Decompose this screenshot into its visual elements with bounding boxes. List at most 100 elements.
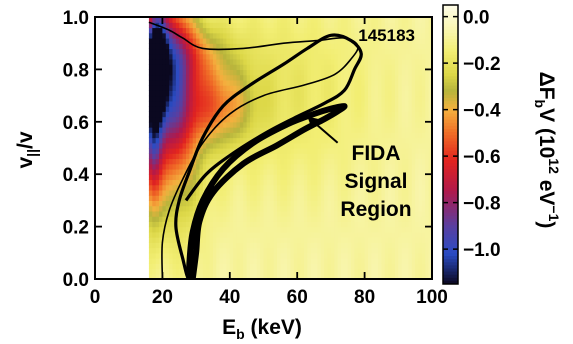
heatmap-cell <box>354 258 359 264</box>
heatmap-cell <box>185 153 190 160</box>
heatmap-cell <box>327 210 332 217</box>
heatmap-cell <box>411 116 416 123</box>
heatmap-cell <box>290 90 295 97</box>
heatmap-cell <box>155 132 160 139</box>
heatmap-cell <box>405 142 410 149</box>
heatmap-cell <box>344 137 349 144</box>
heatmap-cell <box>280 226 285 233</box>
heatmap-cell <box>293 106 298 112</box>
heatmap-cell <box>189 195 194 201</box>
heatmap-cell <box>152 174 157 181</box>
heatmap-cell <box>266 85 271 91</box>
heatmap-cell <box>253 268 258 275</box>
heatmap-cell <box>351 106 356 112</box>
heatmap-cell <box>347 69 352 76</box>
heatmap-cell <box>165 74 170 81</box>
heatmap-cell <box>172 32 177 39</box>
colorbar-cell <box>443 60 458 65</box>
heatmap-cell <box>324 137 329 144</box>
heatmap-cell <box>310 168 315 175</box>
heatmap-cell <box>324 142 329 149</box>
heatmap-cell <box>236 221 241 228</box>
heatmap-cell <box>246 216 251 222</box>
heatmap-cell <box>425 137 430 144</box>
heatmap-cell <box>199 273 204 279</box>
heatmap-cell <box>327 179 332 186</box>
heatmap-cell <box>182 226 187 233</box>
heatmap-cell <box>182 53 187 60</box>
heatmap-cell <box>162 205 167 212</box>
heatmap-cell <box>219 200 224 207</box>
heatmap-cell <box>199 116 204 123</box>
heatmap-cell <box>408 179 413 186</box>
heatmap-cell <box>243 90 248 97</box>
heatmap-cell <box>425 158 430 165</box>
heatmap-cell <box>334 64 339 70</box>
heatmap-cell <box>371 27 376 34</box>
heatmap-cell <box>206 163 211 170</box>
heatmap-cell <box>169 74 174 81</box>
heatmap-cell <box>334 142 339 149</box>
heatmap-cell <box>351 22 356 29</box>
heatmap-cell <box>159 74 163 81</box>
heatmap-cell <box>256 242 261 249</box>
heatmap-cell <box>361 111 366 118</box>
heatmap-cell <box>250 174 254 181</box>
heatmap-cell <box>425 100 430 107</box>
heatmap-cell <box>354 79 359 86</box>
heatmap-cell <box>199 27 204 34</box>
heatmap-cell <box>192 137 197 144</box>
heatmap-cell <box>408 252 413 259</box>
heatmap-cell <box>185 179 190 186</box>
heatmap-cell <box>310 58 315 65</box>
heatmap-cell <box>314 153 319 160</box>
heatmap-cell <box>209 263 214 270</box>
colorbar-cell <box>443 178 458 183</box>
heatmap-cell <box>297 258 302 264</box>
heatmap-cell <box>347 268 352 275</box>
heatmap-cell <box>357 132 362 139</box>
colorbar-cell <box>443 98 458 102</box>
heatmap-cell <box>152 106 157 112</box>
heatmap-cell <box>388 195 393 201</box>
heatmap-cell <box>179 200 184 207</box>
heatmap-cell <box>179 268 184 275</box>
heatmap-cell <box>250 221 254 228</box>
heatmap-cell <box>418 242 423 249</box>
heatmap-cell <box>283 174 288 181</box>
heatmap-cell <box>310 74 315 81</box>
heatmap-cell <box>189 43 194 50</box>
heatmap-cell <box>273 226 278 233</box>
heatmap-cell <box>367 195 372 201</box>
heatmap-cell <box>388 189 393 196</box>
heatmap-cell <box>293 153 298 160</box>
heatmap-cell <box>344 200 349 207</box>
heatmap-cell <box>394 200 399 207</box>
heatmap-cell <box>226 27 231 34</box>
heatmap-cell <box>344 237 349 243</box>
heatmap-cell <box>239 252 244 259</box>
heatmap-cell <box>165 179 170 186</box>
heatmap-cell <box>239 258 244 264</box>
heatmap-cell <box>165 158 170 165</box>
heatmap-cell <box>381 32 386 39</box>
heatmap-cell <box>408 184 413 191</box>
heatmap-cell <box>155 137 160 144</box>
heatmap-cell <box>344 210 349 217</box>
heatmap-cell <box>179 100 184 107</box>
heatmap-cell <box>337 121 342 128</box>
heatmap-cell <box>361 58 366 65</box>
heatmap-cell <box>229 111 234 118</box>
heatmap-cell <box>364 37 369 44</box>
heatmap-cell <box>394 90 399 97</box>
heatmap-cell <box>273 100 278 107</box>
heatmap-cell <box>347 64 352 70</box>
heatmap-cell <box>330 100 335 107</box>
heatmap-cell <box>256 58 261 65</box>
heatmap-cell <box>148 231 153 238</box>
heatmap-cell <box>347 258 352 264</box>
heatmap-cell <box>172 252 177 259</box>
heatmap-cell <box>165 205 170 212</box>
heatmap-cell <box>310 205 315 212</box>
heatmap-cell <box>310 90 315 97</box>
